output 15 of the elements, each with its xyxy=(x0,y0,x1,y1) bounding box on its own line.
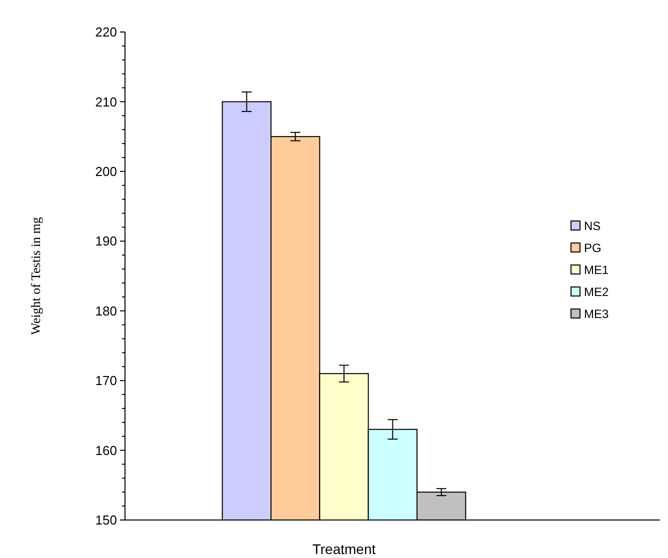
legend-label: ME3 xyxy=(584,307,609,322)
y-axis-title: Weight of Testis in mg xyxy=(28,216,43,335)
y-tick-label: 170 xyxy=(95,373,117,388)
y-tick-label: 200 xyxy=(95,164,117,179)
y-tick-label: 160 xyxy=(95,442,117,458)
y-tick-label: 180 xyxy=(95,303,117,318)
y-tick-label: 220 xyxy=(95,24,117,40)
y-tick-label: 150 xyxy=(95,512,117,528)
y-tick-label: 190 xyxy=(95,234,117,249)
legend-label: ME2 xyxy=(584,285,609,300)
legend-label: ME1 xyxy=(584,263,609,278)
y-tick-label: 210 xyxy=(95,94,117,110)
legend-label: PG xyxy=(584,241,602,256)
legend-label: NS xyxy=(584,219,601,234)
x-axis-title: Treatment xyxy=(312,541,376,557)
